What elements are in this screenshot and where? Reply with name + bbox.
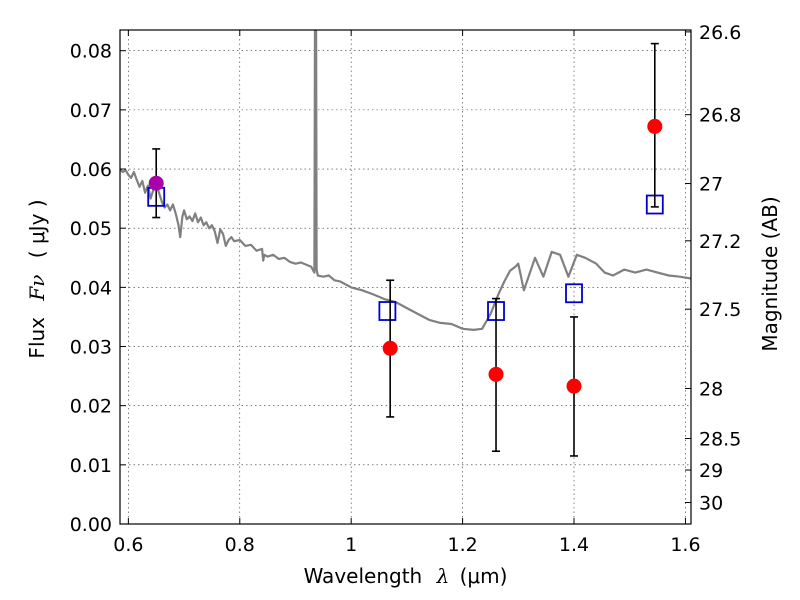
y-axis-title-unit: ( μJy ): [25, 199, 49, 258]
y-tick-label: 0.02: [70, 396, 112, 418]
y-tick-label: 0.00: [70, 514, 112, 536]
mag-tick-label: 27.5: [699, 299, 741, 321]
mag-tick-label: 28: [699, 378, 723, 400]
x-axis-title-var: λ: [436, 564, 450, 588]
x-tick-label: 1.2: [447, 534, 477, 556]
x-axis-title: Wavelength λ (μm): [304, 564, 508, 588]
mag-tick-label: 27.2: [699, 231, 741, 253]
mag-tick-label: 27: [699, 174, 723, 196]
mag-tick-label: 26.6: [699, 22, 741, 44]
y-tick-label: 0.05: [70, 218, 112, 240]
y-axis-title-prefix: Flux: [25, 317, 49, 359]
observed-point: [382, 340, 398, 356]
data-layer: [120, 30, 691, 457]
y2-axis-title: Magnitude (AB): [758, 196, 782, 351]
model-photometry-point: [378, 301, 397, 321]
observed-point: [148, 175, 164, 191]
x-axis-title-prefix: Wavelength: [304, 564, 423, 588]
y-tick-label: 0.06: [70, 159, 112, 181]
x-tick-label: 0.6: [113, 534, 143, 556]
y-tick-label: 0.03: [70, 337, 112, 359]
x-tick-label: 1.6: [670, 534, 700, 556]
spectrum-line: [120, 30, 691, 331]
x-tick-label: 0.8: [225, 534, 255, 556]
mag-tick-label: 28.5: [699, 428, 741, 450]
plot-frame: [119, 29, 692, 525]
y-tick-label: 0.04: [70, 277, 112, 299]
y-tick-label: 0.08: [70, 41, 112, 63]
mag-tick-label: 26.8: [699, 105, 741, 127]
mag-tick-label: 30: [699, 493, 723, 515]
x-axis-title-unit: (μm): [460, 564, 508, 588]
y-tick-label: 0.07: [70, 100, 112, 122]
x-tick-label: 1.4: [559, 534, 589, 556]
x-tick-label: 1: [345, 534, 357, 556]
mag-tick-label: 29: [699, 460, 723, 482]
y-axis-title-var: Fν: [25, 275, 49, 302]
observed-point: [647, 118, 663, 134]
observed-point: [488, 366, 504, 382]
ticks-layer: 0.6 0.8 1 1.2 1.4 1.6 0.00 0.01 0.02 0.03 0.04 0.05…: [70, 22, 742, 556]
model-photometry-point: [565, 283, 583, 304]
y-axis-title: Flux Fν ( μJy ): [25, 199, 49, 358]
observed-point: [566, 378, 582, 394]
y-tick-label: 0.01: [70, 455, 112, 477]
